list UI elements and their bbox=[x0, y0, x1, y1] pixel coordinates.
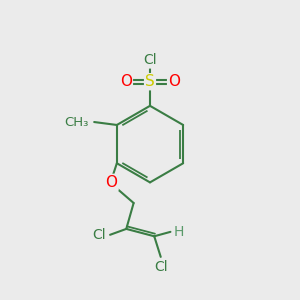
Text: Cl: Cl bbox=[143, 53, 157, 68]
Text: Cl: Cl bbox=[92, 228, 106, 242]
Text: CH₃: CH₃ bbox=[64, 116, 88, 128]
Text: S: S bbox=[145, 74, 155, 89]
Text: O: O bbox=[120, 74, 132, 89]
Text: H: H bbox=[173, 225, 184, 239]
Text: Cl: Cl bbox=[154, 260, 167, 274]
Text: O: O bbox=[168, 74, 180, 89]
Text: O: O bbox=[106, 175, 118, 190]
